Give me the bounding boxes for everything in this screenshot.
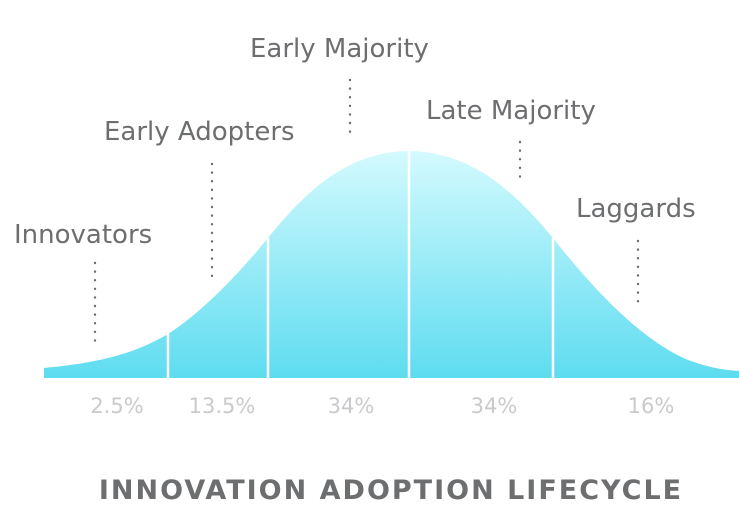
diagram-title: INNOVATION ADOPTION LIFECYCLE (99, 475, 683, 506)
label-late-majority: Late Majority (426, 96, 596, 126)
percent-early-majority: 34% (328, 394, 375, 418)
percent-laggards: 16% (628, 394, 675, 418)
label-early-majority: Early Majority (250, 34, 429, 64)
percent-innovators: 2.5% (90, 394, 143, 418)
percent-late-majority: 34% (471, 394, 518, 418)
bell-curve (44, 151, 739, 378)
percent-early-adopters: 13.5% (189, 394, 256, 418)
label-laggards: Laggards (576, 194, 696, 224)
label-early-adopters: Early Adopters (104, 117, 295, 147)
label-innovators: Innovators (14, 220, 152, 250)
